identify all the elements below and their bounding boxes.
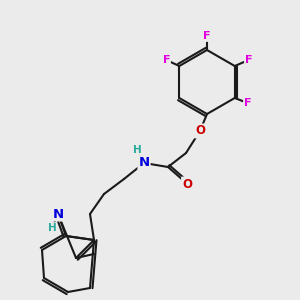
Text: H: H (48, 223, 56, 233)
Text: F: F (244, 98, 251, 108)
Text: H: H (133, 145, 141, 155)
Text: O: O (182, 178, 192, 190)
Text: F: F (203, 31, 211, 41)
Text: O: O (195, 124, 205, 137)
Text: N: N (52, 208, 64, 220)
Text: F: F (163, 55, 170, 65)
Text: N: N (138, 157, 150, 169)
Text: F: F (245, 55, 253, 65)
